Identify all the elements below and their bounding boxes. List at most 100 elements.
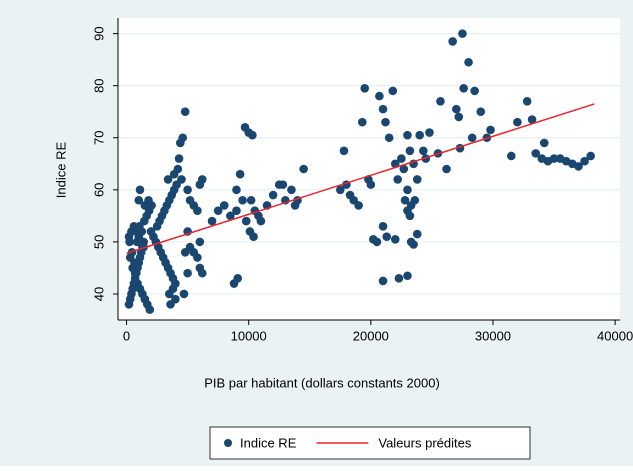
point	[287, 185, 296, 195]
point	[183, 185, 192, 195]
x-tick-label: 40000	[597, 328, 633, 343]
legend-label: Indice RE	[240, 435, 297, 450]
y-tick-label: 70	[91, 131, 106, 145]
point	[378, 221, 388, 231]
point	[193, 206, 202, 215]
point	[549, 154, 559, 163]
point	[144, 195, 153, 205]
point	[197, 175, 207, 184]
y-tick-label: 50	[91, 235, 106, 249]
point	[178, 133, 188, 143]
point	[459, 83, 468, 93]
point	[213, 206, 223, 215]
point	[238, 195, 247, 205]
point	[384, 133, 394, 143]
point	[246, 195, 256, 205]
point	[171, 294, 180, 304]
point	[458, 29, 467, 38]
point	[378, 276, 388, 286]
point	[388, 86, 398, 96]
point	[513, 117, 522, 127]
point	[522, 97, 532, 106]
point	[531, 149, 541, 158]
point	[415, 130, 424, 140]
point	[405, 211, 415, 221]
point	[527, 115, 537, 124]
point	[409, 240, 418, 249]
point	[339, 146, 349, 156]
point	[278, 180, 288, 189]
point	[174, 154, 184, 163]
point	[299, 164, 308, 174]
point	[476, 107, 486, 117]
point	[470, 86, 479, 96]
y-axis-title: Indice RE	[53, 141, 68, 198]
point	[137, 227, 147, 236]
point	[249, 232, 258, 241]
point	[235, 169, 245, 179]
point	[378, 104, 388, 114]
point	[467, 133, 477, 143]
point	[375, 91, 384, 101]
point	[399, 164, 409, 174]
y-tick-label: 80	[91, 78, 106, 92]
point	[173, 164, 183, 174]
x-tick-label: 30000	[475, 328, 511, 343]
point	[412, 175, 422, 184]
point	[135, 185, 145, 195]
point	[403, 185, 412, 195]
legend-box	[209, 426, 531, 460]
point	[366, 180, 376, 189]
point	[232, 185, 241, 195]
point	[193, 253, 202, 262]
point	[232, 206, 241, 215]
point	[207, 216, 217, 226]
point	[197, 268, 207, 278]
point	[219, 201, 229, 210]
point	[580, 156, 589, 166]
point	[360, 83, 370, 93]
point	[233, 274, 242, 283]
point	[248, 130, 257, 140]
plot-area	[118, 18, 620, 320]
point	[464, 57, 473, 67]
point	[125, 237, 134, 247]
point	[586, 151, 595, 161]
point	[168, 284, 178, 294]
fit-line	[126, 103, 595, 255]
point	[180, 248, 190, 257]
point	[539, 138, 549, 148]
point	[130, 258, 139, 268]
point	[448, 37, 457, 46]
point	[397, 154, 406, 163]
point	[130, 268, 140, 278]
point	[354, 201, 363, 210]
point	[145, 305, 155, 314]
point	[410, 195, 420, 205]
point	[357, 117, 367, 127]
point	[290, 201, 300, 210]
point	[268, 190, 278, 200]
point	[163, 175, 173, 184]
point	[177, 175, 186, 184]
point	[390, 234, 400, 244]
point	[486, 125, 495, 135]
legend-symbol	[224, 439, 232, 447]
y-tick-label: 60	[91, 183, 106, 197]
point	[256, 216, 266, 226]
point	[382, 232, 392, 241]
point	[403, 271, 412, 281]
point	[241, 216, 251, 226]
y-tick-label: 90	[91, 26, 106, 40]
point	[390, 159, 400, 169]
point	[394, 274, 404, 283]
point	[179, 289, 189, 299]
point	[452, 104, 461, 114]
point	[183, 268, 192, 278]
legend-label: Valeurs prédites	[378, 435, 471, 450]
x-tick-label: 20000	[353, 328, 389, 343]
point	[436, 97, 445, 106]
x-tick-label: 0	[123, 328, 130, 343]
point	[403, 130, 412, 140]
point	[195, 237, 205, 247]
